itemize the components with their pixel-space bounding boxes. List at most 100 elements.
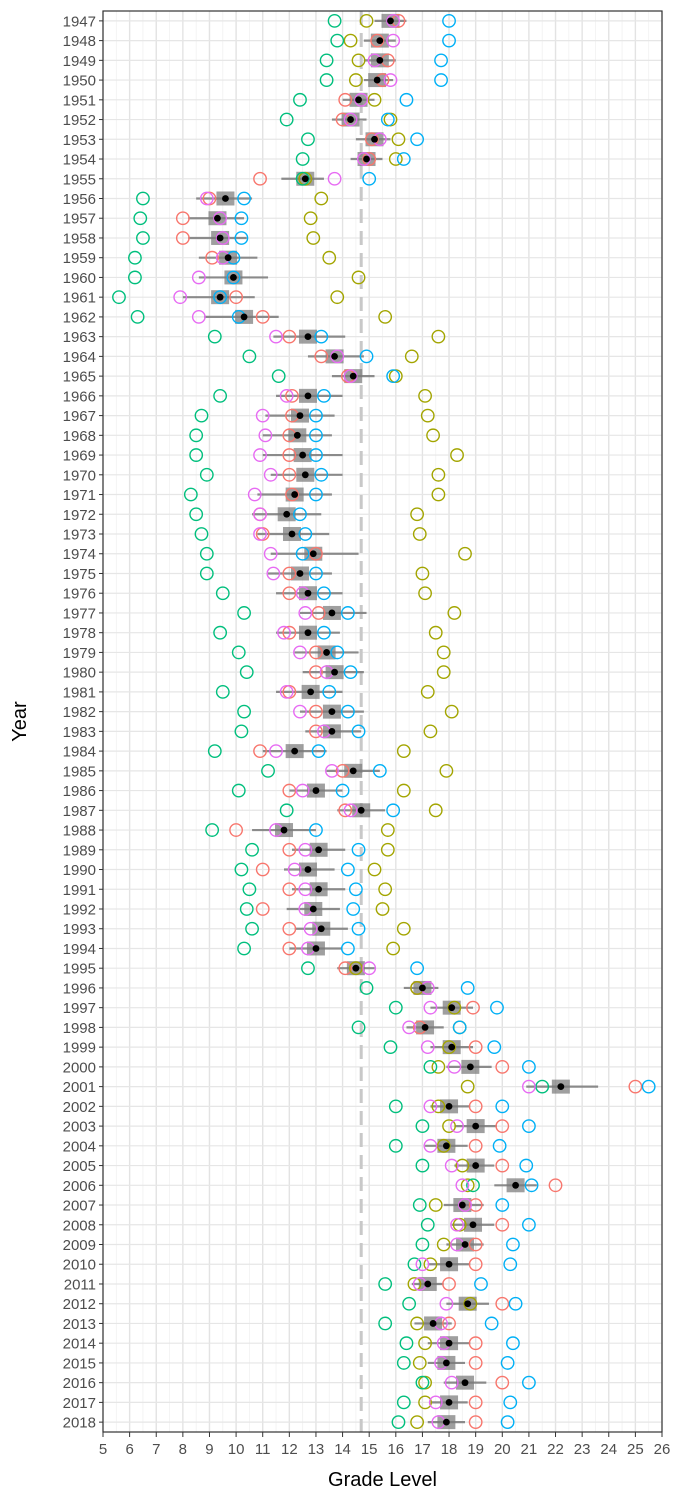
- year-row-1962: [130, 309, 393, 324]
- series-point: [322, 684, 337, 699]
- series-point: [213, 290, 228, 305]
- x-tick-label: 7: [152, 1441, 160, 1458]
- series-point: [277, 625, 291, 640]
- series-point: [335, 783, 350, 798]
- series-point: [522, 1217, 536, 1232]
- year-row-2005: [415, 1158, 534, 1173]
- mean-point: [464, 1300, 472, 1308]
- series-point: [330, 645, 345, 660]
- series-point: [343, 369, 358, 384]
- series-point: [442, 13, 456, 28]
- series-point: [234, 724, 249, 739]
- mean-point: [296, 570, 304, 577]
- series-point: [237, 704, 251, 719]
- mean-point: [328, 609, 336, 617]
- series-point: [314, 329, 329, 344]
- series-point: [319, 53, 334, 68]
- series-point: [423, 724, 438, 739]
- series-point: [436, 645, 451, 660]
- series-point: [410, 507, 425, 522]
- year-row-1972: [189, 507, 425, 522]
- series-point: [396, 1356, 411, 1370]
- year-row-1970: [199, 467, 446, 482]
- series-point: [309, 724, 323, 739]
- series-point: [484, 1316, 499, 1331]
- series-point: [436, 1237, 451, 1252]
- series-point: [420, 1040, 435, 1055]
- series-point: [359, 349, 374, 364]
- y-tick-label: 2016: [63, 1375, 96, 1392]
- y-tick-label: 1996: [63, 980, 96, 997]
- series-point: [234, 862, 249, 877]
- grid-lines: [102, 11, 663, 1432]
- series-point: [495, 1158, 510, 1173]
- series-point: [258, 428, 273, 443]
- series-point: [282, 783, 297, 798]
- year-row-1973: [194, 527, 427, 542]
- series-point: [468, 1395, 483, 1410]
- year-row-2010: [407, 1257, 518, 1272]
- y-tick-label: 1968: [63, 428, 96, 445]
- series-point: [362, 961, 377, 976]
- series-point: [522, 1079, 536, 1094]
- year-row-1980: [239, 665, 451, 680]
- year-row-1985: [261, 763, 454, 778]
- mean-point: [328, 708, 336, 716]
- series-point: [444, 704, 459, 719]
- series-point: [298, 842, 313, 857]
- series-point: [410, 132, 425, 147]
- year-row-1950: [319, 73, 448, 88]
- series-point: [327, 171, 342, 186]
- x-tick-label: 6: [125, 1441, 133, 1458]
- series-point: [436, 1138, 451, 1153]
- series-point: [468, 1040, 483, 1055]
- y-tick-label: 1950: [63, 73, 96, 90]
- y-tick-label: 2017: [63, 1395, 96, 1412]
- series-point: [348, 882, 363, 897]
- y-tick-label: 1957: [63, 211, 96, 228]
- series-point: [450, 1217, 464, 1232]
- mean-point: [299, 451, 307, 459]
- mean-point: [291, 747, 299, 755]
- mean-point: [307, 688, 315, 696]
- year-row-1968: [189, 428, 440, 443]
- year-row-1991: [242, 882, 393, 897]
- year-row-1947: [327, 13, 456, 28]
- series-point: [253, 744, 267, 759]
- series-point: [199, 546, 214, 561]
- series-point: [269, 744, 283, 759]
- mean-point: [448, 1043, 456, 1051]
- y-tick-label: 1986: [63, 783, 96, 800]
- x-axis-ticks: 5 6 7 8 9 10 11 12 13 14 15 16 17 18 19 20 21 22 23 24 25 26: [99, 1432, 670, 1458]
- y-tick-label: 2015: [63, 1355, 96, 1372]
- year-row-1995: [301, 961, 425, 976]
- series-point: [495, 1375, 510, 1390]
- x-tick-label: 16: [387, 1441, 404, 1458]
- series-point: [191, 310, 206, 324]
- series-point: [428, 1395, 443, 1410]
- mean-point: [304, 392, 312, 400]
- series-point: [447, 1000, 462, 1015]
- series-point: [458, 546, 472, 561]
- x-axis-title: Grade Level: [328, 1469, 437, 1491]
- data-layer: [112, 13, 656, 1430]
- mean-point: [301, 471, 309, 479]
- series-point: [279, 684, 294, 699]
- year-row-2006: [455, 1178, 563, 1193]
- y-tick-label: 2004: [63, 1138, 96, 1155]
- y-tick-label: 2018: [63, 1415, 96, 1432]
- x-tick-label: 15: [361, 1441, 378, 1458]
- series-point: [410, 961, 425, 976]
- series-point: [431, 1099, 446, 1114]
- series-point: [495, 1217, 510, 1232]
- series-point: [492, 1138, 507, 1153]
- series-point: [434, 73, 448, 87]
- year-row-2011: [378, 1276, 488, 1291]
- mean-point: [445, 1102, 453, 1110]
- series-point: [128, 270, 142, 285]
- series-point: [351, 921, 366, 936]
- series-point: [301, 961, 315, 976]
- series-point: [239, 665, 254, 680]
- series-point: [314, 467, 329, 482]
- series-point: [500, 1415, 515, 1430]
